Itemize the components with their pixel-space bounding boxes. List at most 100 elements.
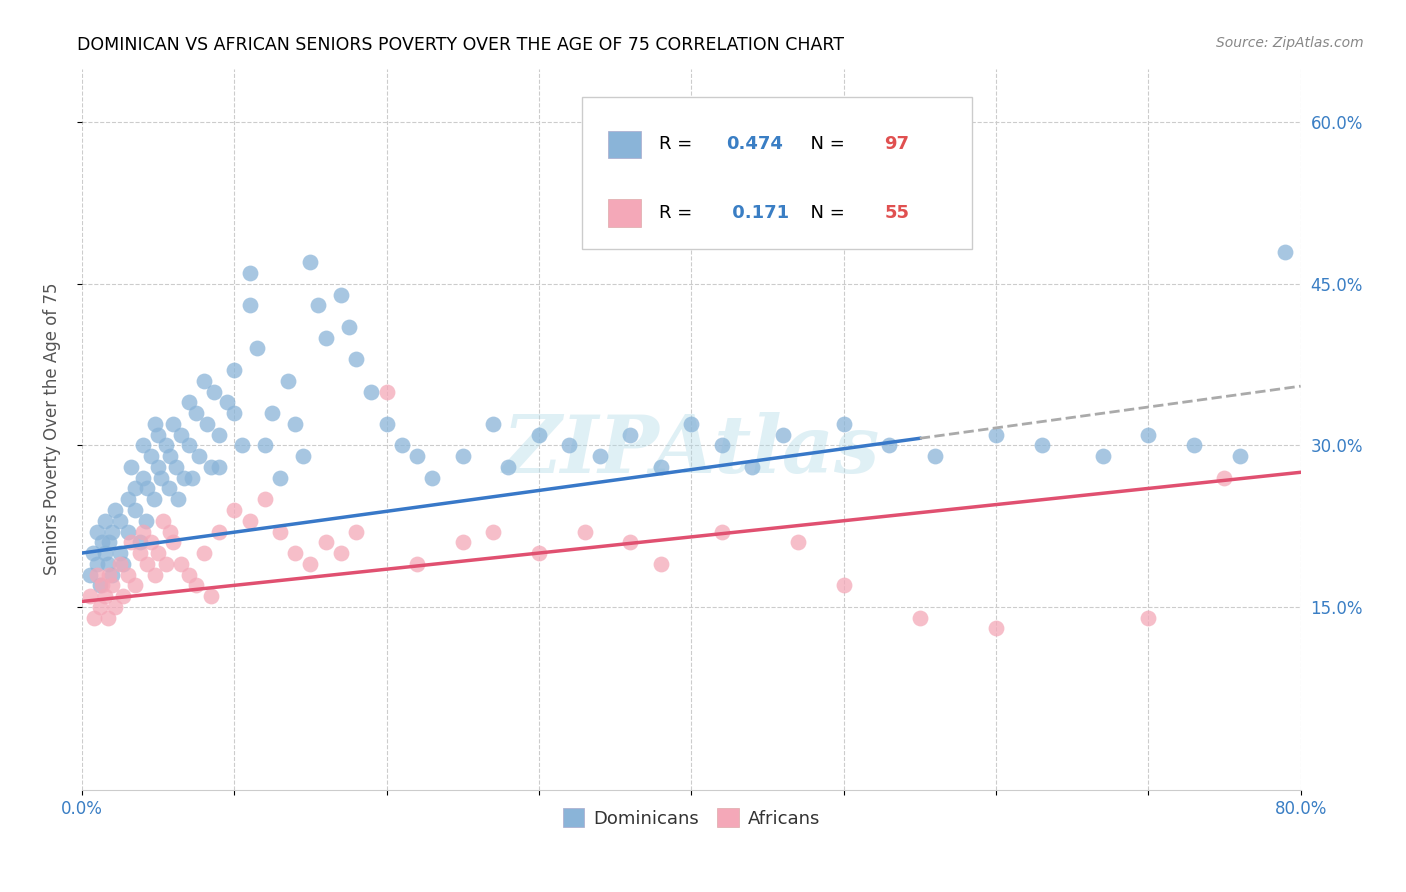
Point (262, 406, 284, 420)
Point (482, 524, 505, 539)
Point (170, 427, 193, 442)
Point (224, 503, 246, 517)
Point (269, 524, 291, 539)
Text: R =: R = (659, 136, 699, 153)
Point (558, 438, 581, 452)
Point (451, 535, 474, 549)
Point (79, 589, 101, 603)
Point (208, 524, 231, 539)
Text: DOMINICAN VS AFRICAN SENIORS POVERTY OVER THE AGE OF 75 CORRELATION CHART: DOMINICAN VS AFRICAN SENIORS POVERTY OVE… (77, 36, 845, 54)
Point (167, 492, 190, 507)
Point (128, 546, 150, 560)
Point (200, 459, 222, 474)
Point (193, 374, 215, 388)
Point (97, 557, 120, 571)
Point (787, 535, 810, 549)
Point (124, 503, 146, 517)
Point (710, 438, 733, 452)
Point (984, 427, 1007, 442)
Point (98, 535, 121, 549)
Point (337, 320, 360, 334)
Point (177, 395, 200, 409)
Point (136, 482, 159, 496)
Point (984, 621, 1007, 635)
Point (224, 363, 246, 377)
Point (284, 417, 307, 431)
Point (89, 578, 111, 592)
Point (94, 546, 117, 560)
Point (315, 331, 337, 345)
Point (86, 557, 108, 571)
Point (215, 395, 238, 409)
Point (90, 578, 112, 592)
Point (299, 557, 322, 571)
Point (150, 471, 173, 485)
Point (83, 610, 105, 624)
Point (200, 589, 222, 603)
Point (1137, 427, 1160, 442)
Text: 55: 55 (884, 203, 910, 222)
Point (177, 567, 200, 582)
Point (124, 578, 146, 592)
Point (204, 384, 226, 399)
Point (94, 514, 117, 528)
Text: R =: R = (659, 203, 699, 222)
Point (329, 287, 352, 301)
Point (128, 535, 150, 549)
Point (253, 492, 276, 507)
Point (246, 342, 269, 356)
Point (482, 417, 505, 431)
Point (170, 557, 193, 571)
Point (112, 557, 135, 571)
Point (195, 417, 218, 431)
Point (406, 557, 429, 571)
Point (420, 471, 443, 485)
Point (117, 492, 139, 507)
Point (117, 524, 139, 539)
Point (832, 578, 855, 592)
Point (193, 546, 215, 560)
Point (143, 417, 166, 431)
Point (90, 535, 112, 549)
Point (82, 546, 104, 560)
Point (101, 578, 124, 592)
Point (498, 459, 520, 474)
Point (132, 524, 155, 539)
Point (104, 503, 127, 517)
Point (120, 459, 142, 474)
Point (879, 438, 901, 452)
Point (681, 417, 703, 431)
Point (924, 449, 946, 463)
Point (832, 417, 855, 431)
Point (238, 514, 260, 528)
Point (208, 427, 231, 442)
Point (159, 524, 181, 539)
Legend: Dominicans, Africans: Dominicans, Africans (555, 801, 827, 835)
Point (186, 578, 208, 592)
Point (98, 567, 121, 582)
Bar (609, 199, 641, 227)
Point (208, 459, 231, 474)
Point (574, 524, 596, 539)
Point (186, 406, 208, 420)
Point (97, 610, 120, 624)
Point (159, 449, 181, 463)
Point (307, 298, 329, 312)
Text: 97: 97 (884, 136, 910, 153)
Point (173, 471, 195, 485)
Point (94, 589, 117, 603)
Point (277, 374, 299, 388)
Text: 0.171: 0.171 (725, 203, 789, 222)
Point (238, 298, 260, 312)
Point (908, 610, 931, 624)
Point (344, 352, 367, 367)
Point (152, 514, 174, 528)
Point (1091, 449, 1114, 463)
Point (104, 599, 127, 614)
Point (650, 557, 672, 571)
Point (1182, 438, 1205, 452)
Point (269, 471, 291, 485)
Point (135, 514, 157, 528)
Point (360, 384, 382, 399)
Point (86, 524, 108, 539)
